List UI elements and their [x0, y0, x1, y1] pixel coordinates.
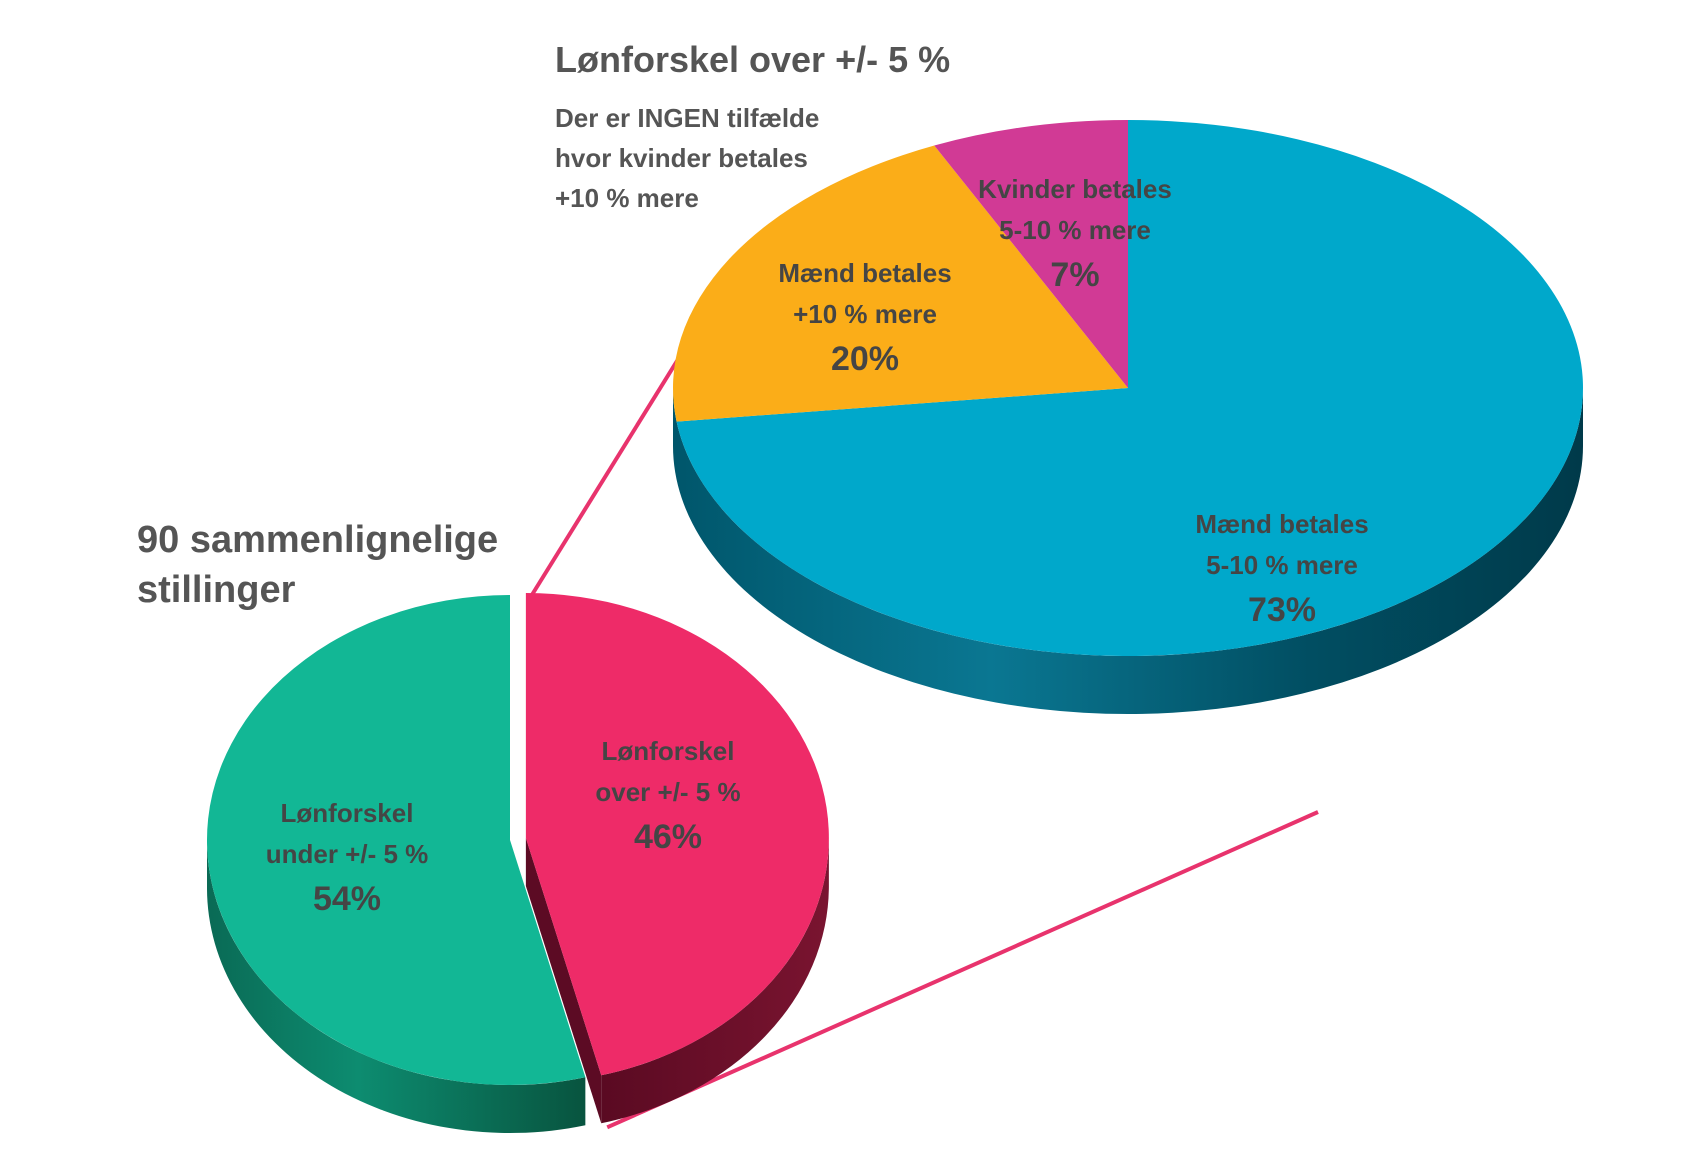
small-pie-label-under-text-2: under +/- 5 %: [266, 839, 429, 869]
small-pie-label-over: Lønforskel over +/- 5 % 46%: [595, 736, 740, 856]
small-pie-slice-over: [525, 592, 829, 1076]
small-pie-slice-under: [206, 595, 586, 1085]
small-pie: [206, 592, 829, 1133]
small-pie-cut-face-over: [525, 837, 602, 1124]
small-pie-label-over-text-1: Lønforskel: [602, 736, 735, 766]
big-pie-label-maend_10-text-2: +10 % mere: [793, 299, 937, 329]
small-pie-label-under-text-1: Lønforskel: [281, 798, 414, 828]
small-pie-rim-over: [601, 837, 829, 1124]
small-pie-title-line-1: 90 sammenlignelige: [137, 519, 498, 561]
small-pie-title-line-2: stillinger: [137, 569, 296, 611]
big-pie-label-kvinder_5_10: Kvinder betales 5-10 % mere 7%: [978, 174, 1172, 294]
big-pie-subtitle-line-1: Der er INGEN tilfælde: [555, 103, 819, 133]
small-pie-label-under: Lønforskel under +/- 5 % 54%: [266, 798, 429, 918]
big-pie-subtitle-line-2: hvor kvinder betales: [555, 143, 808, 173]
slice-labels: Mænd betales 5-10 % mere 73% Mænd betales +1…: [266, 174, 1369, 918]
big-pie-title: Lønforskel over +/- 5 %: [555, 39, 950, 80]
big-pie-label-kvinder_5_10-text-1: Kvinder betales: [978, 174, 1172, 204]
big-pie-label-kvinder_5_10-text-2: 5-10 % mere: [999, 215, 1151, 245]
big-pie-label-maend_5_10-text-2: 5-10 % mere: [1206, 550, 1358, 580]
big-pie-rim: [673, 388, 1583, 714]
big-pie-subtitle-line-3: +10 % mere: [555, 183, 699, 213]
big-pie-label-maend_10: Mænd betales +10 % mere 20%: [778, 258, 951, 378]
small-pie-label-over-percent: 46%: [634, 818, 702, 856]
big-pie-label-maend_5_10-percent: 73%: [1248, 591, 1316, 629]
big-pie-label-maend_5_10-text-1: Mænd betales: [1195, 509, 1368, 539]
big-pie-label-kvinder_5_10-percent: 7%: [1050, 256, 1099, 294]
big-pie-slice-maend_10: [673, 145, 1128, 422]
small-pie-rim-under: [207, 840, 586, 1133]
big-pie-label-maend_10-percent: 20%: [831, 340, 899, 378]
big-pie-label-maend_10-text-1: Mænd betales: [778, 258, 951, 288]
big-pie-slice-kvinder_5_10: [934, 120, 1128, 388]
big-pie-label-maend_5_10: Mænd betales 5-10 % mere 73%: [1195, 509, 1368, 629]
big-pie-slice-maend_5_10: [676, 120, 1584, 656]
small-pie-label-under-percent: 54%: [313, 880, 381, 918]
big-pie: [673, 120, 1584, 714]
connector-line-bottom: [606, 810, 1319, 1130]
small-pie-label-over-text-2: over +/- 5 %: [595, 777, 740, 807]
